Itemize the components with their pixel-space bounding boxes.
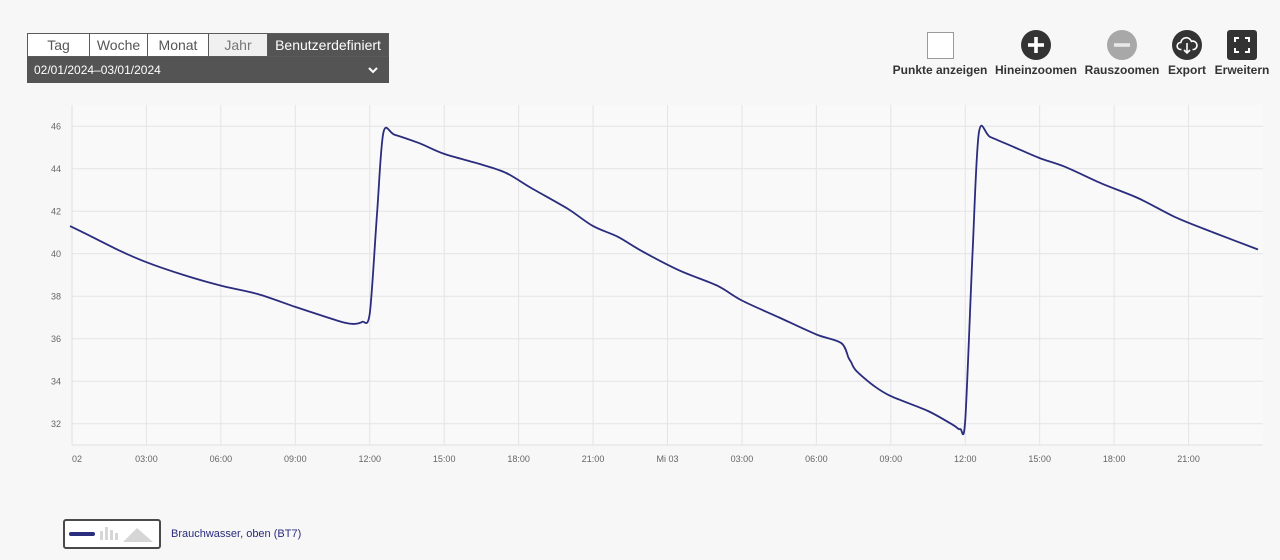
legend: Brauchwasser, oben (BT7) [63,519,301,549]
period-tabs: Tag Woche Monat Jahr Benutzerdefiniert [27,33,389,57]
zoom-out-label: Rauszoomen [1084,63,1160,77]
tab-month[interactable]: Monat [147,33,208,57]
date-range-value: 02/01/2024–03/01/2024 [34,63,161,77]
x-tick-label: 15:00 [1028,454,1051,464]
y-tick-label: 44 [51,164,61,174]
zoom-in-label: Hineinzoomen [995,63,1078,77]
x-tick-label: 12:00 [954,454,977,464]
x-tick-label: 12:00 [358,454,381,464]
y-tick-label: 46 [51,121,61,131]
y-tick-label: 38 [51,291,61,301]
x-tick-label: 15:00 [433,454,456,464]
expand-icon [1227,30,1257,60]
x-tick-label: 03:00 [731,454,754,464]
cloud-download-icon [1172,30,1202,60]
plus-circle-icon [1021,30,1051,60]
series-line-bt7 [69,124,1259,436]
x-tick-label: 06:00 [210,454,233,464]
x-tick-label: 18:00 [507,454,530,464]
expand-label: Erweitern [1214,63,1270,77]
chevron-down-icon [368,67,378,74]
temperature-line-chart: 32 34 36 38 40 42 44 46 02 03:00 06:00 09:00 12:00 15… [51,105,1263,464]
x-tick-label: Mi 03 [656,454,678,464]
y-tick-label: 34 [51,376,61,386]
export-button[interactable]: Export [1166,30,1208,77]
y-tick-label: 36 [51,334,61,344]
x-tick-label: 03:00 [135,454,158,464]
tab-week[interactable]: Woche [89,33,147,57]
show-points-toggle[interactable]: Punkte anzeigen [892,30,988,77]
x-tick-label: 02 [72,454,82,464]
x-tick-label: 09:00 [284,454,307,464]
y-tick-label: 32 [51,419,61,429]
tab-year[interactable]: Jahr [208,33,267,57]
tab-day[interactable]: Tag [27,33,89,57]
zoom-in-button[interactable]: Hineinzoomen [995,30,1077,77]
period-picker: Tag Woche Monat Jahr Benutzerdefiniert 0… [27,33,389,83]
x-tick-label: 06:00 [805,454,828,464]
export-label: Export [1167,63,1206,77]
zoom-out-button[interactable]: Rauszoomen [1085,30,1159,77]
show-points-label: Punkte anzeigen [892,63,988,77]
chart-toolbar: Punkte anzeigen Hineinzoomen Rauszoomen [0,30,1280,80]
x-tick-label: 21:00 [1177,454,1200,464]
series-type-icon [69,527,153,542]
y-tick-label: 40 [51,249,61,259]
expand-button[interactable]: Erweitern [1214,30,1270,77]
x-tick-label: 09:00 [880,454,903,464]
date-range-dropdown[interactable]: 02/01/2024–03/01/2024 [27,57,389,83]
tab-custom[interactable]: Benutzerdefiniert [267,33,389,57]
minus-circle-icon [1107,30,1137,60]
checkbox-icon[interactable] [926,31,954,59]
legend-series-label: Brauchwasser, oben (BT7) [171,528,302,540]
legend-series-toggle[interactable] [63,519,161,549]
x-tick-label: 18:00 [1103,454,1126,464]
y-tick-label: 42 [51,206,61,216]
x-tick-label: 21:00 [582,454,605,464]
